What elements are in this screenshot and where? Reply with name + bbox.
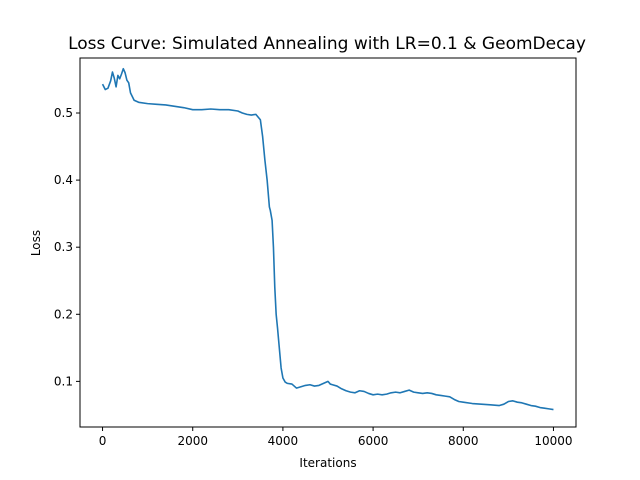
- plot-area: [101, 67, 554, 411]
- y-axis: 0.1 0.2 0.3 0.4 0.5: [54, 106, 80, 388]
- y-tick-label: 0.5: [54, 106, 73, 120]
- y-tick-label: 0.4: [54, 173, 73, 187]
- y-axis-label: Loss: [29, 230, 43, 256]
- y-tick-label: 0.3: [54, 240, 73, 254]
- x-axis: 0 2000 4000 6000 8000 10000: [99, 427, 573, 448]
- x-tick-label: 8000: [448, 434, 479, 448]
- x-axis-label: Iterations: [299, 456, 356, 470]
- x-tick-label: 6000: [358, 434, 389, 448]
- series-line-0: [101, 67, 554, 411]
- y-tick-label: 0.1: [54, 374, 73, 388]
- x-tick-label: 2000: [177, 434, 208, 448]
- chart-title: Loss Curve: Simulated Annealing with LR=…: [68, 34, 586, 54]
- y-tick-label: 0.2: [54, 307, 73, 321]
- x-tick-label: 4000: [268, 434, 299, 448]
- x-tick-label: 10000: [534, 434, 572, 448]
- axes-frame: [79, 57, 577, 428]
- x-tick-label: 0: [99, 434, 107, 448]
